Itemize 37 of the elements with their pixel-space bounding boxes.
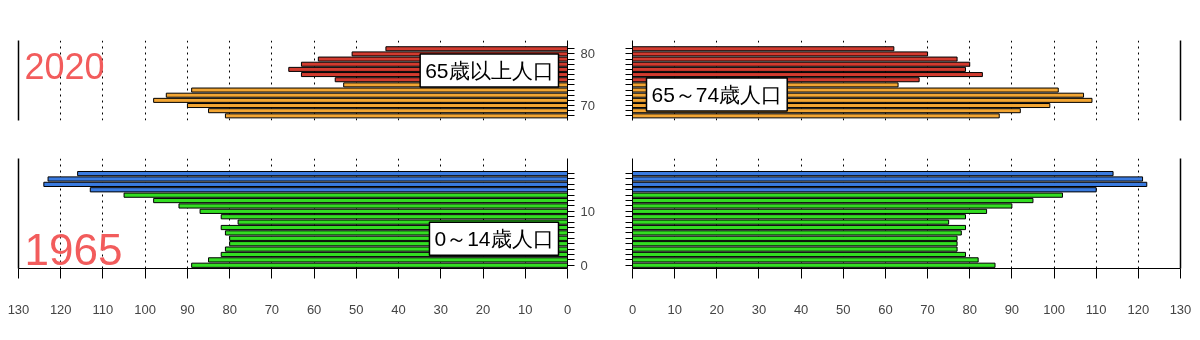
x-tick-label: 90 [1004, 301, 1020, 317]
x-tick-label: 120 [1127, 301, 1150, 317]
annotation: 65～74歳人口 [651, 82, 783, 106]
annotation: 65歳以上人口 [425, 58, 554, 82]
x-tick-label: 60 [878, 301, 893, 317]
x-tick-label: 100 [134, 301, 157, 317]
x-tick-label: 50 [349, 301, 364, 317]
x-tick-label: 70 [920, 301, 935, 317]
x-tick-label: 70 [264, 301, 280, 317]
x-tick-label: 30 [751, 301, 767, 317]
x-tick-label: 40 [793, 301, 809, 317]
x-tick-label: 50 [836, 301, 851, 317]
y-tick-label: 70 [580, 98, 595, 114]
x-tick-label: 80 [222, 301, 237, 317]
x-tick-label: 60 [306, 301, 322, 317]
annotation: 1965 [24, 224, 123, 274]
x-tick-label: 20 [709, 301, 725, 317]
x-tick-label: 10 [667, 301, 682, 317]
x-tick-label: 120 [49, 301, 72, 317]
x-tick-label: 130 [1169, 301, 1192, 317]
x-tick-label: 30 [433, 301, 449, 317]
x-tick-label: 40 [391, 301, 406, 317]
annotation: 0～14歳人口 [434, 227, 554, 251]
y-tick-label: 0 [580, 257, 588, 273]
x-tick-label: 0 [563, 301, 572, 317]
x-tick-label: 90 [180, 301, 195, 317]
x-tick-label: 10 [518, 301, 533, 317]
x-tick-label: 20 [475, 301, 491, 317]
y-tick-label: 10 [580, 203, 595, 219]
x-tick-label: 100 [1043, 301, 1065, 317]
x-tick-label: 80 [962, 301, 977, 317]
x-tick-label: 110 [92, 301, 114, 317]
x-tick-label: 0 [628, 301, 637, 317]
x-tick-label: 110 [1085, 301, 1107, 317]
annotation: 2020 [24, 45, 105, 87]
x-tick-label: 130 [7, 301, 30, 317]
y-tick-label: 80 [580, 46, 595, 62]
